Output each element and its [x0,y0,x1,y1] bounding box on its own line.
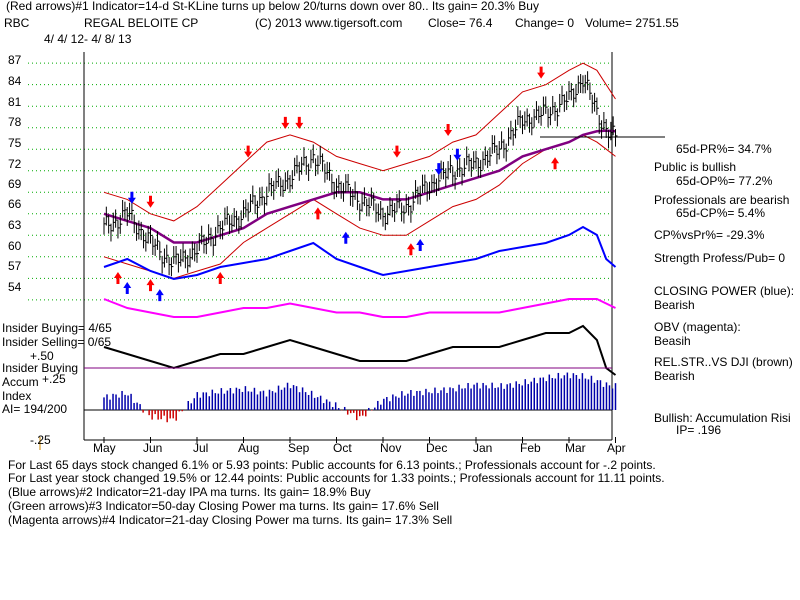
accum-axis-minus25: -.25 [30,433,51,447]
op-percent: 65d-OP%= 77.2% [676,174,773,188]
insider-buying-label: Insider Buying [2,361,79,375]
obv-status: Beasih [654,334,691,348]
relstr-status: Bearish [654,369,695,383]
red-sell-arrow-icon [444,124,453,137]
red-buy-arrow-icon [551,157,560,170]
accumulation-status: Bullish: Accumulation Risi [654,411,791,425]
y-tick-63: 63 [8,218,22,232]
red-buy-arrow-icon [406,243,415,256]
y-tick-78: 78 [8,115,22,129]
red-buy-arrow-icon [313,207,322,220]
x-tick-feb: Feb [520,441,541,455]
insider-buying-count: Insider Buying= 4/65 [2,321,112,335]
blue-buy-arrow-icon [341,231,350,244]
red-sell-arrow-icon [537,66,546,79]
y-tick-66: 66 [8,197,22,211]
ip-value: IP= .196 [676,423,722,437]
insider-selling-count: Insider Selling= 0/65 [2,335,112,349]
x-tick-jul: Jul [193,441,209,455]
blue-sell-arrow-icon [453,148,462,161]
date-range: 4/ 4/ 12- 4/ 8/ 13 [44,32,132,46]
y-tick-60: 60 [8,239,22,253]
pr-percent: 65d-PR%= 34.7% [676,142,772,156]
y-tick-54: 54 [8,280,22,294]
change-value: Change= 0 [515,16,575,30]
ai-value: AI= 194/200 [2,402,68,416]
y-tick-57: 57 [8,259,22,273]
x-tick-sep: Sep [288,441,310,455]
x-tick-jan: Jan [473,441,493,455]
x-tick-apr: Apr [607,441,626,455]
cp-vs-pr: CP%vsPr%= -29.3% [654,228,765,242]
red-sell-arrow-icon [146,195,155,208]
blue-buy-arrow-icon [123,281,132,294]
closing-power-line [103,225,617,281]
accum-axis-plus25: +.25 [42,372,66,386]
copyright: (C) 2013 www.tigersoft.com [255,16,403,30]
x-tick-mar: Mar [565,441,586,455]
blue-sell-arrow-icon [434,163,443,176]
red-sell-arrow-icon [295,116,304,129]
y-tick-81: 81 [8,95,22,109]
magenta-arrows-indicator: (Magenta arrows)#4 Indicator=21-day Clos… [8,513,453,527]
index-label: Index [2,389,32,403]
ticker: RBC [4,16,30,30]
relstr-title: REL.STR..VS DJI (brown) [654,355,793,369]
x-tick-nov: Nov [380,441,402,455]
x-tick-oct: Oct [333,441,352,455]
summary-65-days: For Last 65 days stock changed 6.1% or 5… [8,458,656,472]
relstr-line [103,324,617,376]
y-tick-69: 69 [8,177,22,191]
company-name: REGAL BELOITE CP [84,16,199,30]
x-tick-aug: Aug [238,441,260,455]
volume-value: Volume= 2751.55 [585,16,679,30]
header-indicator-line: (Red arrows)#1 Indicator=14-d St-KLine t… [6,0,539,13]
y-tick-72: 72 [8,157,22,171]
green-arrows-indicator: (Green arrows)#3 Indicator=50-day Closin… [8,499,439,513]
red-sell-arrow-icon [244,145,253,158]
strength-ratio: Strength Profess/Pub= 0 [654,251,786,265]
y-tick-84: 84 [8,74,22,88]
close-value: Close= 76.4 [428,16,493,30]
y-tick-75: 75 [8,136,22,150]
closing-power-status: Bearish [654,298,695,312]
red-sell-arrow-icon [392,145,401,158]
closing-power-title: CLOSING POWER (blue): [654,284,795,298]
blue-sell-arrow-icon [127,191,136,204]
x-tick-jun: Jun [143,441,163,455]
x-tick-dec: Dec [426,441,448,455]
upper-band-line [103,62,616,222]
obv-line [103,298,616,318]
moving-average-line [103,129,616,244]
x-tick-may: May [93,441,116,455]
red-buy-arrow-icon [113,271,122,284]
professionals-status: Professionals are bearish [654,193,790,207]
public-status: Public is bullish [654,160,737,174]
y-tick-87: 87 [8,53,22,67]
blue-buy-arrow-icon [416,238,425,251]
blue-buy-arrow-icon [155,289,164,302]
red-sell-arrow-icon [281,116,290,129]
accum-label: Accum [2,375,39,389]
red-buy-arrow-icon [216,271,225,284]
accum-axis-plus50: +.50 [30,349,54,363]
red-buy-arrow-icon [146,279,155,292]
obv-title: OBV (magenta): [654,320,741,334]
cp-percent: 65d-CP%= 5.4% [676,206,766,220]
blue-arrows-indicator: (Blue arrows)#2 Indicator=21-day IPA ma … [8,485,371,499]
summary-last-year: For Last year stock changed 19.5% or 12.… [8,471,665,485]
